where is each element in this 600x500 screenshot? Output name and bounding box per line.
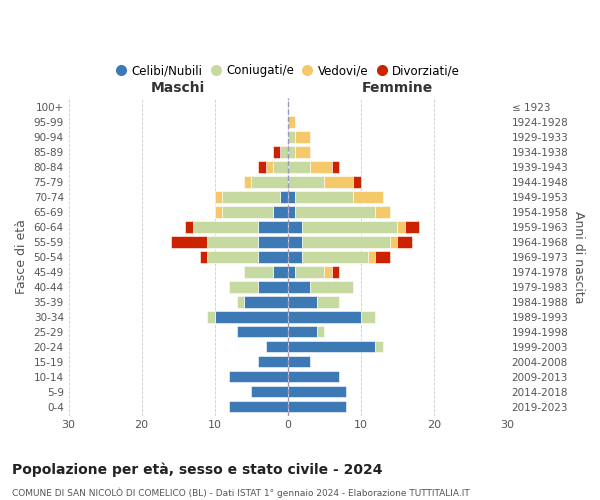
Bar [295,192,353,202]
Bar [287,341,376,352]
Bar [287,326,317,338]
Bar [229,371,287,382]
Bar [302,236,390,248]
Bar [215,206,222,218]
Bar [302,222,397,232]
Bar [273,266,287,278]
Text: Popolazione per età, sesso e stato civile - 2024: Popolazione per età, sesso e stato civil… [12,462,383,477]
Bar [295,266,324,278]
Bar [266,162,273,172]
Bar [287,176,324,188]
Bar [259,282,287,292]
Bar [302,252,368,262]
Text: Femmine: Femmine [362,81,433,95]
Bar [244,176,251,188]
Bar [376,206,390,218]
Bar [200,252,208,262]
Bar [280,192,287,202]
Bar [368,252,376,262]
Bar [259,252,287,262]
Bar [236,296,244,308]
Bar [287,252,302,262]
Bar [331,266,339,278]
Bar [287,401,346,412]
Bar [295,132,310,142]
Bar [331,162,339,172]
Bar [310,282,353,292]
Y-axis label: Anni di nascita: Anni di nascita [572,210,585,303]
Bar [310,162,331,172]
Bar [287,386,346,398]
Bar [353,176,361,188]
Text: Maschi: Maschi [151,81,205,95]
Bar [236,326,287,338]
Bar [215,192,222,202]
Bar [397,222,404,232]
Bar [324,176,353,188]
Bar [287,116,295,128]
Bar [397,236,412,248]
Text: COMUNE DI SAN NICOLÒ DI COMELICO (BL) - Dati ISTAT 1° gennaio 2024 - Elaborazion: COMUNE DI SAN NICOLÒ DI COMELICO (BL) - … [12,488,470,498]
Bar [185,222,193,232]
Bar [287,312,361,322]
Bar [317,326,324,338]
Bar [229,401,287,412]
Bar [259,236,287,248]
Bar [229,282,259,292]
Bar [317,296,339,308]
Bar [361,312,376,322]
Bar [287,222,302,232]
Bar [222,192,280,202]
Bar [280,146,287,158]
Bar [287,282,310,292]
Bar [287,192,295,202]
Bar [390,236,397,248]
Bar [404,222,419,232]
Bar [266,341,287,352]
Bar [222,206,273,218]
Bar [273,206,287,218]
Bar [287,296,317,308]
Y-axis label: Fasce di età: Fasce di età [15,220,28,294]
Bar [208,252,259,262]
Bar [287,206,295,218]
Bar [287,266,295,278]
Bar [287,146,295,158]
Bar [287,236,302,248]
Bar [259,162,266,172]
Bar [287,162,310,172]
Bar [353,192,383,202]
Bar [193,222,259,232]
Bar [208,312,215,322]
Bar [251,386,287,398]
Bar [215,312,287,322]
Bar [259,222,287,232]
Bar [295,206,376,218]
Bar [376,341,383,352]
Bar [244,296,287,308]
Bar [273,146,280,158]
Bar [295,146,310,158]
Bar [171,236,208,248]
Bar [208,236,259,248]
Bar [251,176,287,188]
Bar [287,356,310,368]
Bar [324,266,331,278]
Bar [287,371,339,382]
Legend: Celibi/Nubili, Coniugati/e, Vedovi/e, Divorziati/e: Celibi/Nubili, Coniugati/e, Vedovi/e, Di… [110,60,465,82]
Bar [376,252,390,262]
Bar [287,132,295,142]
Bar [273,162,287,172]
Bar [259,356,287,368]
Bar [244,266,273,278]
